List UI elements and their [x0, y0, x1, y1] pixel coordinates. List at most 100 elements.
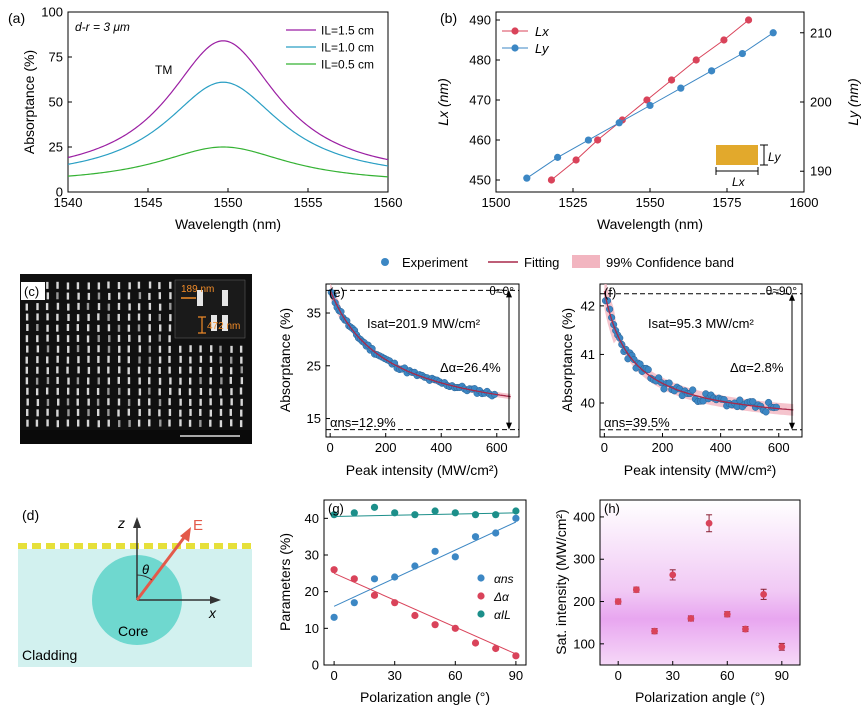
y-tick-label: 35 [307, 306, 321, 321]
sem-pillar [128, 334, 131, 342]
sem-pillar [26, 419, 29, 427]
sem-pillar [127, 388, 131, 396]
sem-pillar [67, 345, 70, 353]
sem-pillar [36, 323, 39, 331]
sem-pillar [209, 355, 213, 363]
sem-pillar [108, 335, 111, 343]
sem-pillar [230, 398, 233, 406]
legend-label: Δα [493, 590, 510, 604]
sem-pillar [56, 302, 60, 310]
legend-marker [477, 610, 485, 618]
sem-pillar [76, 388, 80, 396]
data-point [632, 586, 640, 594]
panel-e-delta: Δα=26.4% [440, 360, 501, 375]
x-tick-label: 90 [775, 668, 789, 683]
sem-pillar [138, 409, 141, 417]
sem-pillar [107, 303, 111, 311]
panel-f-angle: θ≈90° [766, 284, 798, 298]
data-point [411, 562, 419, 570]
data-point [547, 176, 556, 184]
data-point [594, 136, 602, 144]
sem-pillar [199, 355, 203, 363]
sem-pillar [127, 408, 131, 416]
sem-pillar [168, 345, 171, 353]
panel-a-label: (a) [8, 10, 25, 26]
data-point [736, 396, 744, 404]
sem-pillar [189, 366, 192, 374]
fit-line [334, 512, 516, 517]
y-tick-label: 40 [581, 396, 595, 411]
data-point [330, 511, 338, 519]
data-point [643, 96, 651, 104]
sem-pillar [229, 367, 233, 375]
sem-pillar [117, 398, 121, 406]
panel-a-curves [68, 40, 388, 178]
x-axis-label: x [208, 605, 217, 621]
sem-pillar [87, 292, 91, 300]
e-field-arrowhead [180, 527, 191, 542]
data-point [614, 598, 622, 605]
sem-pillar [188, 419, 192, 427]
panel-f-label: (f) [604, 285, 616, 300]
sem-pillar [168, 324, 172, 332]
sem-pillar [107, 345, 111, 353]
panel-e-label: (e) [329, 285, 345, 300]
y-tick-label: 0 [312, 658, 319, 673]
panel-g-plot [330, 503, 520, 660]
sem-pillar [128, 419, 131, 427]
panel-b-ticks: 1500 1525 1550 1575 1600 450 460 470 480 490 190 20… [469, 13, 831, 211]
sem-pillar [230, 388, 233, 396]
x-tick-label: 1600 [790, 195, 819, 210]
sem-pillar [189, 398, 192, 406]
sem-pillar [76, 314, 80, 322]
sem-pillar [46, 356, 49, 364]
panel-h-frame [599, 499, 801, 666]
sem-pillar [148, 335, 152, 343]
sem-pillar [128, 282, 131, 290]
sem-pillar [36, 366, 39, 374]
legend-experiment-label: Experiment [402, 255, 468, 270]
sem-pillar [25, 313, 29, 321]
data-point [744, 16, 753, 24]
data-point [431, 547, 439, 555]
y-tick-label: 30 [305, 548, 319, 563]
data-point [760, 590, 768, 598]
sem-pillar [199, 345, 202, 353]
inset-lx-label: Lx [732, 175, 746, 189]
y-tick-label: 50 [49, 95, 63, 110]
sem-pillar [148, 387, 151, 395]
sem-pillar [56, 420, 59, 428]
panel-g-xlabel: Polarization angle (°) [360, 689, 490, 705]
inset-ly-label: Ly [768, 150, 781, 164]
sem-pillar [138, 356, 141, 364]
y-tick-label: 41 [581, 347, 595, 362]
panel-f-ylabel: Absorptance (%) [559, 308, 575, 412]
sem-pillar [46, 313, 49, 321]
sem-pillar [199, 419, 202, 427]
data-point [572, 156, 580, 164]
sem-pillar [46, 367, 49, 375]
sem-pillar [56, 292, 59, 300]
sem-pillar [168, 398, 171, 406]
sem-pillar [87, 345, 90, 353]
sem-pillar [230, 356, 233, 364]
y-tick-label: 460 [469, 133, 491, 148]
y-tick-label: 15 [307, 411, 321, 426]
sem-pillar [148, 324, 151, 332]
data-point [720, 36, 728, 44]
sem-pillar [239, 345, 243, 353]
sem-pillar [96, 409, 100, 417]
sem-pillar [219, 408, 223, 416]
sem-pillar [127, 398, 131, 406]
y-tick-label: 20 [305, 584, 319, 599]
data-point [471, 533, 480, 541]
y-tick-label: 100 [41, 5, 63, 20]
panel-d: (d) z x θ E Core Cladding [18, 507, 252, 667]
e-field-label: E [193, 517, 203, 534]
sem-pillar [127, 292, 131, 300]
panel-h-ylabel: Sat. intensity (MW/cm²) [553, 509, 569, 654]
y-tick-label: 450 [469, 173, 491, 188]
panel-b-series [523, 16, 777, 184]
sem-pillar [35, 388, 39, 396]
sem-pillar [76, 324, 79, 332]
